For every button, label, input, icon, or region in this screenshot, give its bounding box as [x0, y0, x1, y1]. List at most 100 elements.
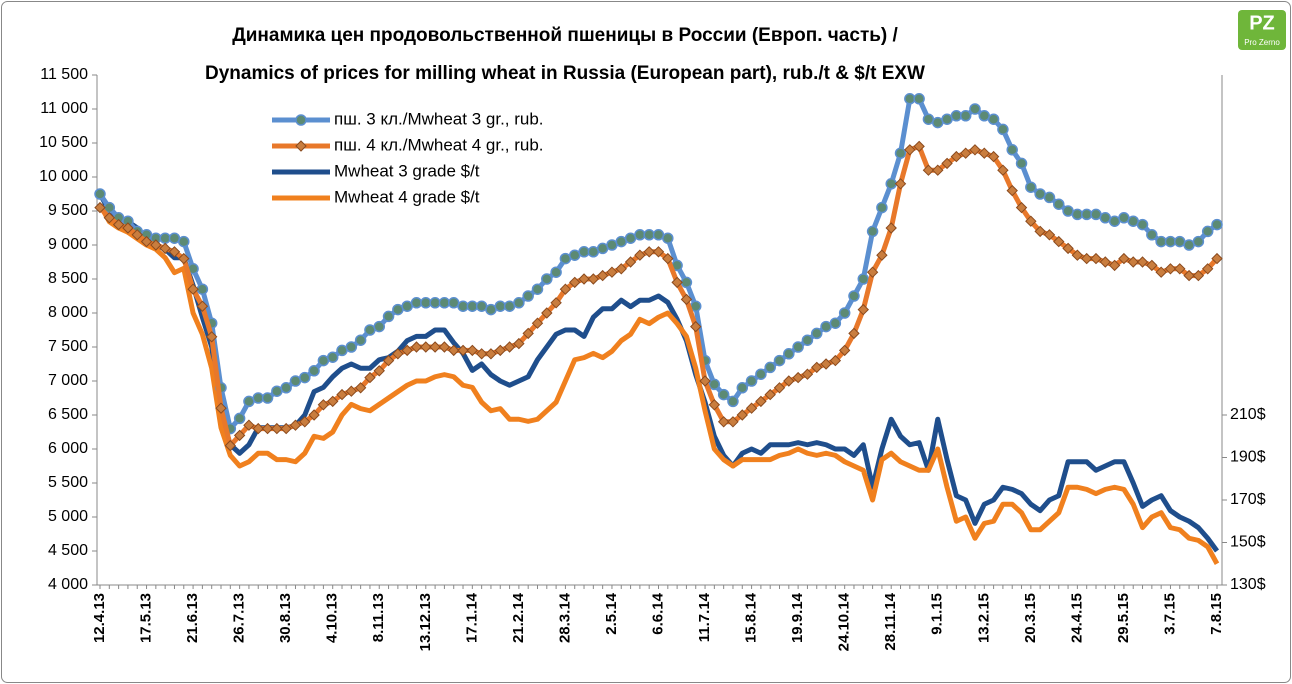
legend-label: Mwheat 4 grade $/t — [334, 187, 480, 206]
marker — [295, 114, 307, 126]
marker — [848, 327, 860, 340]
y-tick-label: 11 000 — [40, 100, 88, 117]
marker — [448, 344, 460, 357]
marker — [410, 297, 423, 309]
line — [97, 203, 1220, 565]
x-tick-label: 2.5.14 — [603, 592, 620, 634]
marker — [987, 113, 1000, 125]
marker — [178, 252, 190, 265]
x-tick-label: 20.3.15 — [1022, 593, 1039, 643]
marker — [876, 201, 888, 214]
series — [97, 203, 1220, 565]
y2-tick-label: 150$ — [1230, 534, 1266, 551]
y2-tick-label: 210$ — [1230, 406, 1266, 423]
marker — [336, 344, 348, 357]
marker — [485, 348, 497, 360]
marker — [764, 361, 776, 374]
legend-label: Mwheat 3 grade $/t — [334, 161, 480, 180]
marker — [913, 140, 925, 153]
marker — [289, 419, 302, 431]
y2-tick-label: 190$ — [1230, 449, 1266, 466]
marker — [401, 344, 413, 357]
marker — [1108, 259, 1121, 272]
x-tick-label: 7.8.15 — [1208, 593, 1225, 635]
marker — [773, 382, 786, 394]
y-tick-label: 9 000 — [48, 236, 88, 253]
marker — [466, 300, 479, 312]
marker — [1136, 218, 1149, 231]
marker — [196, 300, 209, 312]
marker — [801, 368, 814, 380]
marker — [1164, 263, 1177, 275]
y-tick-label: 10 500 — [39, 134, 88, 151]
marker — [569, 276, 581, 289]
marker — [1043, 191, 1056, 204]
logo-badge — [1238, 10, 1286, 50]
marker — [680, 293, 693, 306]
marker — [196, 283, 209, 295]
marker — [336, 388, 348, 401]
marker — [1062, 242, 1074, 255]
marker — [969, 103, 981, 115]
marker — [531, 317, 544, 329]
x-tick-label: 24.4.15 — [1068, 593, 1085, 643]
y-tick-label: 8 500 — [48, 270, 88, 287]
x-tick-label: 21.6.13 — [184, 593, 201, 643]
marker — [1053, 198, 1065, 210]
marker — [522, 327, 534, 340]
marker — [932, 116, 944, 129]
marker — [755, 368, 767, 380]
marker — [168, 246, 181, 258]
marker — [773, 354, 786, 367]
x-tick-label: 19.9.14 — [789, 592, 806, 643]
logo-text: Pro Zerno — [1244, 38, 1280, 47]
marker — [922, 164, 935, 176]
y-tick-label: 5 500 — [48, 474, 88, 491]
marker — [904, 144, 916, 156]
marker — [550, 297, 562, 309]
legend-label: пш. 4 кл./Mwheat 4 gr., rub. — [334, 135, 544, 154]
marker — [764, 388, 776, 401]
marker — [755, 395, 767, 408]
marker — [1155, 266, 1167, 278]
marker — [1034, 188, 1046, 200]
marker — [187, 283, 199, 295]
marker — [1071, 249, 1084, 261]
marker — [727, 416, 739, 428]
marker — [1201, 225, 1214, 238]
x-tick-label: 28.3.14 — [556, 592, 573, 643]
marker — [345, 385, 358, 397]
marker — [1211, 218, 1223, 231]
marker — [950, 150, 963, 163]
marker — [550, 266, 562, 278]
marker — [959, 110, 972, 122]
marker — [1174, 235, 1186, 248]
marker — [429, 341, 441, 353]
marker — [1090, 208, 1102, 221]
x-tick-label: 26.7.13 — [231, 593, 248, 643]
marker — [364, 371, 376, 384]
marker — [295, 140, 307, 152]
marker — [624, 256, 637, 268]
marker — [1118, 252, 1130, 265]
marker — [904, 93, 916, 105]
marker — [261, 392, 274, 404]
marker — [317, 354, 330, 367]
marker — [810, 327, 823, 340]
marker — [1043, 229, 1056, 241]
marker — [1034, 225, 1046, 238]
series — [94, 93, 1223, 435]
marker — [690, 320, 702, 333]
marker — [373, 320, 385, 333]
marker — [606, 266, 618, 278]
marker — [261, 422, 274, 435]
x-tick-label: 24.10.14 — [836, 592, 853, 651]
marker — [280, 382, 292, 394]
marker — [503, 341, 516, 353]
marker — [513, 297, 525, 309]
marker — [401, 300, 413, 312]
marker — [494, 344, 506, 357]
marker — [801, 334, 814, 346]
marker — [159, 242, 171, 255]
marker — [178, 235, 190, 248]
